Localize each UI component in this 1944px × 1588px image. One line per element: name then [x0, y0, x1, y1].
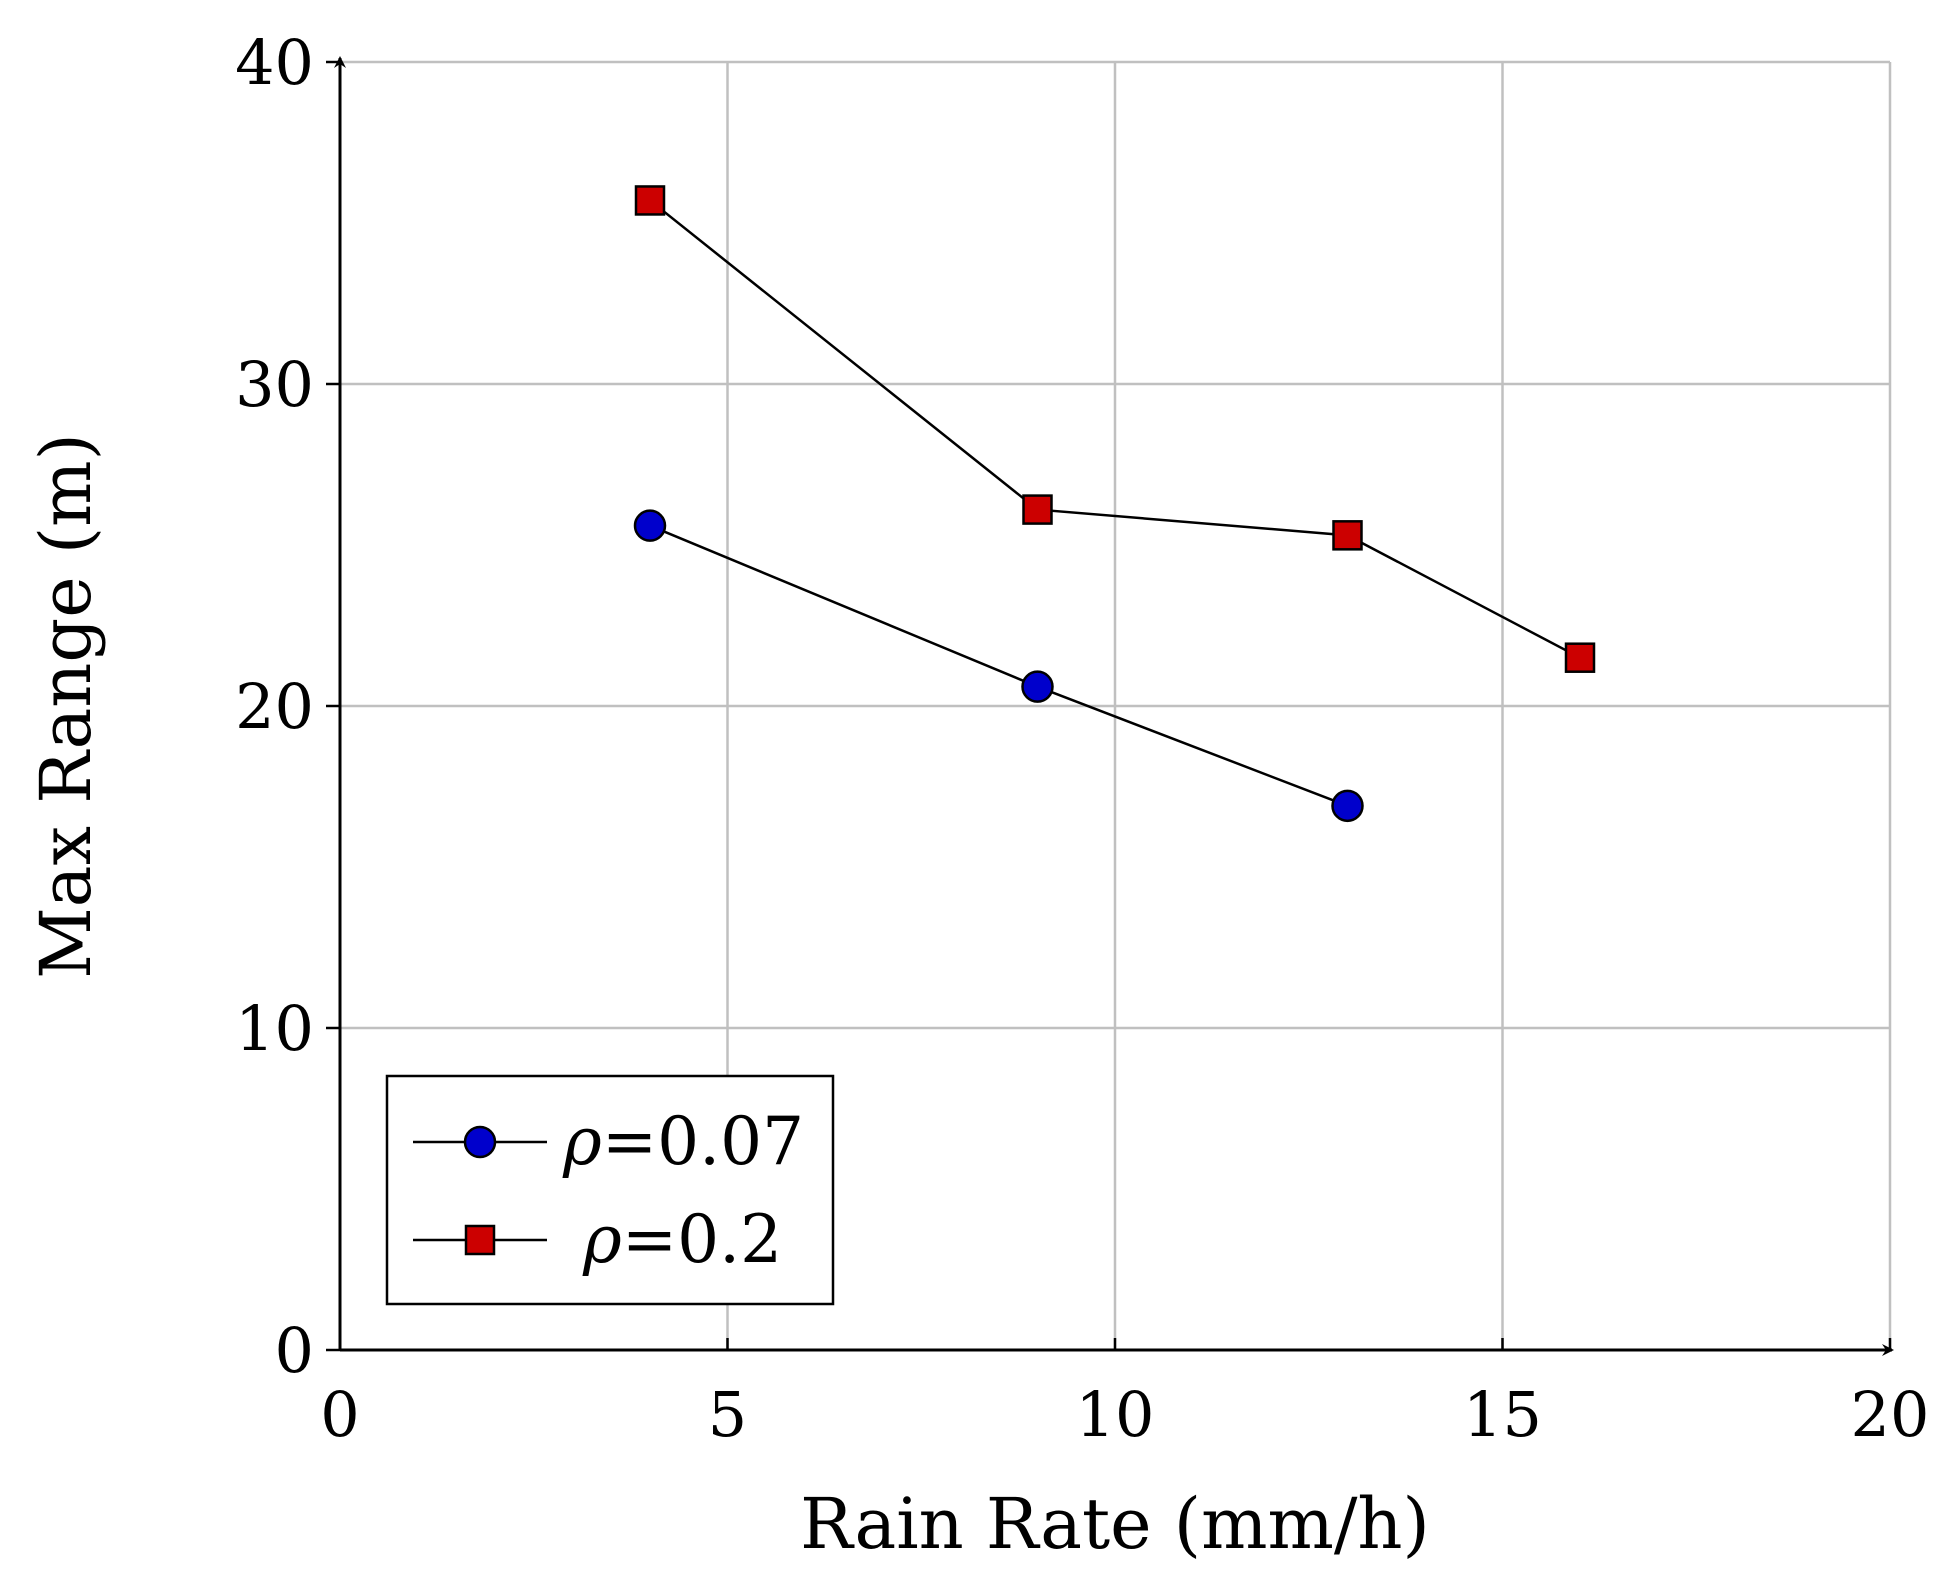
y-tick-label: 20 [235, 670, 314, 743]
legend-label: ρ=0.2 [582, 1201, 782, 1278]
data-point [1332, 520, 1363, 551]
data-point [634, 185, 666, 216]
series-1 [633, 509, 1364, 823]
x-tick-label: 5 [708, 1378, 747, 1451]
y-tick-label: 30 [235, 348, 314, 421]
data-point [1021, 670, 1054, 703]
x-tick-label: 20 [1851, 1378, 1930, 1451]
y-axis-title: Max Range (m) [25, 433, 107, 979]
legend-symbol: ρ [562, 1103, 602, 1180]
legend-value: =0.07 [602, 1103, 804, 1180]
x-tick-label: 10 [1076, 1378, 1155, 1451]
legend-item: ρ=0.2 [413, 1201, 782, 1278]
legend-item: ρ=0.07 [413, 1103, 804, 1180]
data-point [1022, 494, 1053, 525]
series-line [649, 524, 1348, 807]
x-axis-title: Rain Rate (mm/h) [800, 1483, 1430, 1565]
y-tick-label: 10 [235, 992, 314, 1065]
legend-label: ρ=0.07 [562, 1103, 804, 1180]
series [633, 185, 1596, 823]
series-2 [634, 185, 1596, 673]
data-point [1564, 642, 1596, 673]
legend-marker [464, 1224, 496, 1256]
legend-value: =0.2 [622, 1201, 782, 1278]
x-tick-label: 0 [320, 1378, 359, 1451]
legend-symbol: ρ [582, 1201, 622, 1278]
series-line [649, 199, 1581, 659]
legend-marker [463, 1125, 497, 1159]
y-tick-label: 40 [235, 26, 314, 99]
legend: ρ=0.07ρ=0.2 [385, 1074, 835, 1306]
data-point [1331, 789, 1364, 823]
legend-box [385, 1074, 835, 1306]
axes: 0 5 10 15 20 0 10 20 30 40 Rain Rate (mm/h) Max Ran… [25, 26, 1929, 1565]
data-point [633, 509, 667, 542]
grid [340, 60, 1892, 1350]
y-tick-label: 0 [275, 1314, 314, 1387]
x-tick-label: 15 [1463, 1378, 1542, 1451]
